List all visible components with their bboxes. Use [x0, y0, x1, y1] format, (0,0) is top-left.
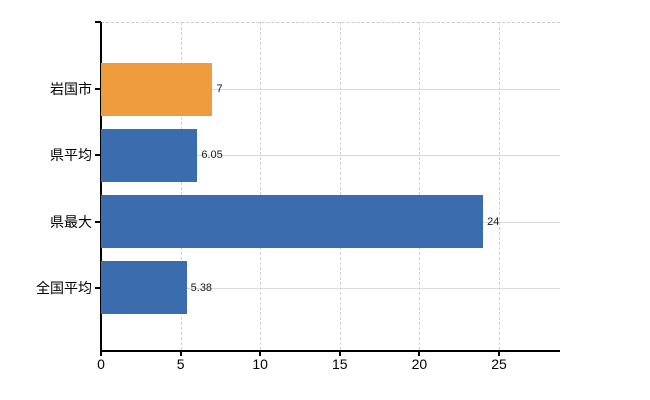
vertical-gridline-10 — [260, 22, 262, 350]
vertical-gridline-25 — [499, 22, 500, 350]
x-tick-mark-5 — [179, 350, 182, 356]
y-axis-top-tick — [95, 21, 101, 23]
x-tick-label-15: 15 — [332, 356, 348, 372]
plot-top-border — [101, 22, 560, 23]
y-axis-line — [100, 22, 102, 350]
x-tick-mark-20 — [418, 350, 421, 356]
x-axis-line — [100, 350, 560, 352]
y-tick-mark — [95, 286, 101, 289]
bar-全国平均 — [101, 261, 187, 315]
x-tick-mark-25 — [498, 350, 500, 356]
category-label-岩国市: 岩国市 — [50, 81, 92, 97]
bar-value-label: 24 — [487, 215, 500, 228]
category-label-県平均: 県平均 — [50, 147, 92, 164]
x-tick-label-25: 25 — [491, 356, 507, 372]
bar-県最大 — [101, 195, 484, 249]
horizontal-gridline — [101, 89, 560, 90]
x-tick-label-0: 0 — [97, 356, 105, 372]
horizontal-gridline — [101, 287, 560, 289]
x-tick-mark-0 — [100, 350, 102, 356]
bar-県平均 — [101, 128, 198, 182]
x-tick-mark-10 — [259, 350, 262, 356]
bar-value-label: 5.38 — [190, 281, 213, 294]
category-label-全国平均: 全国平均 — [36, 279, 92, 296]
plot-area: 7 6.05 24 5.38 — [100, 22, 560, 352]
horizontal-gridline — [101, 155, 560, 157]
vertical-gridline-20 — [419, 22, 421, 350]
bar-岩国市 — [101, 62, 213, 116]
category-label-県最大: 県最大 — [50, 213, 92, 230]
bar-value-label: 7 — [216, 83, 223, 95]
x-tick-mark-15 — [338, 350, 341, 356]
x-tick-label-20: 20 — [411, 356, 428, 372]
y-tick-mark — [95, 88, 101, 90]
x-tick-label-10: 10 — [252, 356, 268, 372]
y-tick-mark — [95, 154, 101, 157]
vertical-gridline-5 — [180, 22, 182, 350]
x-tick-label-5: 5 — [176, 356, 185, 372]
vertical-gridline-15 — [339, 22, 341, 350]
bar-value-label: 6.05 — [201, 149, 223, 162]
y-tick-mark — [95, 220, 101, 223]
